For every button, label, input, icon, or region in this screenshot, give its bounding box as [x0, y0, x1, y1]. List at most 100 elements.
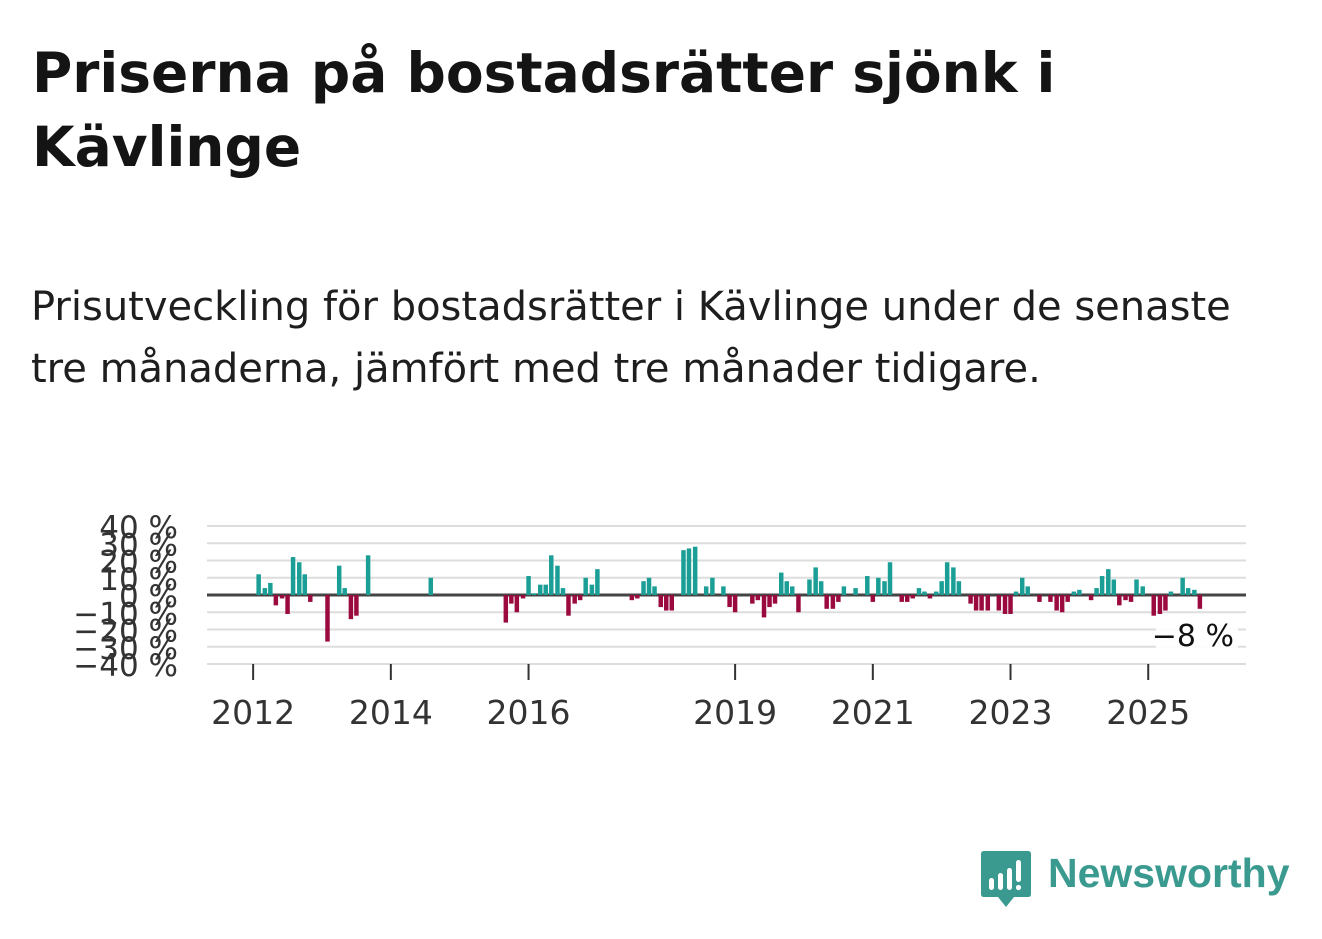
bar [813, 567, 818, 595]
bar [865, 576, 870, 595]
last-value-label: −8 % [1152, 619, 1234, 654]
bar [824, 595, 829, 609]
bar [703, 586, 709, 595]
bar [577, 595, 583, 601]
bar [1077, 589, 1082, 595]
bar [985, 595, 991, 611]
bar [922, 591, 927, 595]
bar [629, 595, 635, 601]
bar [761, 595, 767, 618]
x-axis: 2012 2014 2016 2019 2021 2023 2025 [207, 663, 1246, 732]
bar [1180, 577, 1185, 595]
bar [727, 595, 732, 608]
annotation-layer: −8 % [1152, 619, 1238, 654]
bar [342, 588, 347, 595]
bar [1157, 595, 1163, 614]
bar [428, 577, 434, 595]
bar [836, 595, 841, 602]
bar [1019, 577, 1025, 595]
x-tick-label: 2014 [349, 693, 433, 732]
bar [686, 548, 692, 595]
bar [1106, 569, 1111, 595]
bar [1065, 595, 1070, 602]
bar [1168, 591, 1174, 595]
brand-name: Newsworthy [1048, 850, 1290, 896]
bar [652, 586, 657, 595]
bar [1013, 591, 1019, 595]
bar [285, 595, 290, 614]
bar [1059, 595, 1065, 613]
bar [1163, 595, 1168, 611]
bar [755, 595, 761, 601]
bar [1192, 589, 1197, 595]
bar [796, 595, 801, 613]
x-tick-label: 2023 [969, 693, 1053, 732]
bar [807, 579, 812, 595]
bar [882, 581, 887, 595]
bar [692, 546, 698, 595]
bar [538, 584, 543, 595]
bar [870, 595, 876, 602]
bar [566, 595, 571, 616]
bar [830, 595, 836, 609]
bar [996, 595, 1002, 611]
bar [526, 576, 531, 595]
bar [549, 555, 554, 595]
bar [979, 595, 984, 611]
bar [297, 562, 302, 595]
bar [1197, 595, 1203, 609]
newsworthy-logo[interactable]: Newsworthy [980, 848, 1300, 912]
x-tick-label: 2019 [693, 693, 777, 732]
bar [767, 595, 772, 608]
last-value-label-bg [1156, 620, 1238, 652]
bar [1088, 595, 1094, 601]
bar [509, 595, 514, 604]
bar [262, 588, 268, 595]
bar [1054, 595, 1059, 611]
y-tick-label: −40 % [73, 648, 178, 684]
y-tick-label: 30 % [99, 527, 178, 563]
bar [916, 588, 922, 595]
bar [583, 577, 588, 595]
bar [681, 550, 686, 595]
bar [514, 595, 520, 613]
bar [1037, 595, 1042, 602]
chart-subtitle: Prisutveckling för bostadsrätter i Kävli… [31, 284, 1231, 392]
bar [354, 595, 359, 616]
bar [956, 581, 962, 595]
bar [669, 595, 674, 611]
bar [951, 567, 956, 595]
bars-layer [256, 546, 1203, 642]
bar [1111, 579, 1117, 595]
bar [256, 574, 261, 595]
y-tick-label: −10 % [73, 596, 178, 632]
bar [555, 565, 560, 595]
bar [944, 562, 950, 595]
bar [308, 595, 313, 602]
x-tick-label: 2025 [1106, 693, 1190, 732]
bar [1071, 591, 1077, 595]
bar [1002, 595, 1008, 614]
bar [365, 555, 371, 595]
bar [290, 557, 296, 595]
bar [905, 595, 910, 602]
bar [1185, 588, 1191, 595]
bar [876, 577, 881, 595]
bar [779, 572, 784, 595]
bar [325, 595, 330, 642]
bar [646, 577, 652, 595]
y-tick-label: 40 % [99, 510, 178, 546]
bar [939, 581, 944, 595]
bar [336, 565, 342, 595]
bar [664, 595, 669, 611]
bar [1008, 595, 1013, 614]
bar [732, 595, 738, 613]
bar [1117, 595, 1122, 606]
bar [589, 584, 595, 595]
newsworthy-logo-icon [981, 851, 1031, 907]
x-tick-label: 2012 [211, 693, 295, 732]
bar [531, 593, 537, 595]
bar [887, 562, 893, 595]
y-axis-labels: 40 %30 %20 %10 %0 %−10 %−20 %−30 %−40 % [73, 510, 178, 684]
bar [560, 588, 566, 595]
